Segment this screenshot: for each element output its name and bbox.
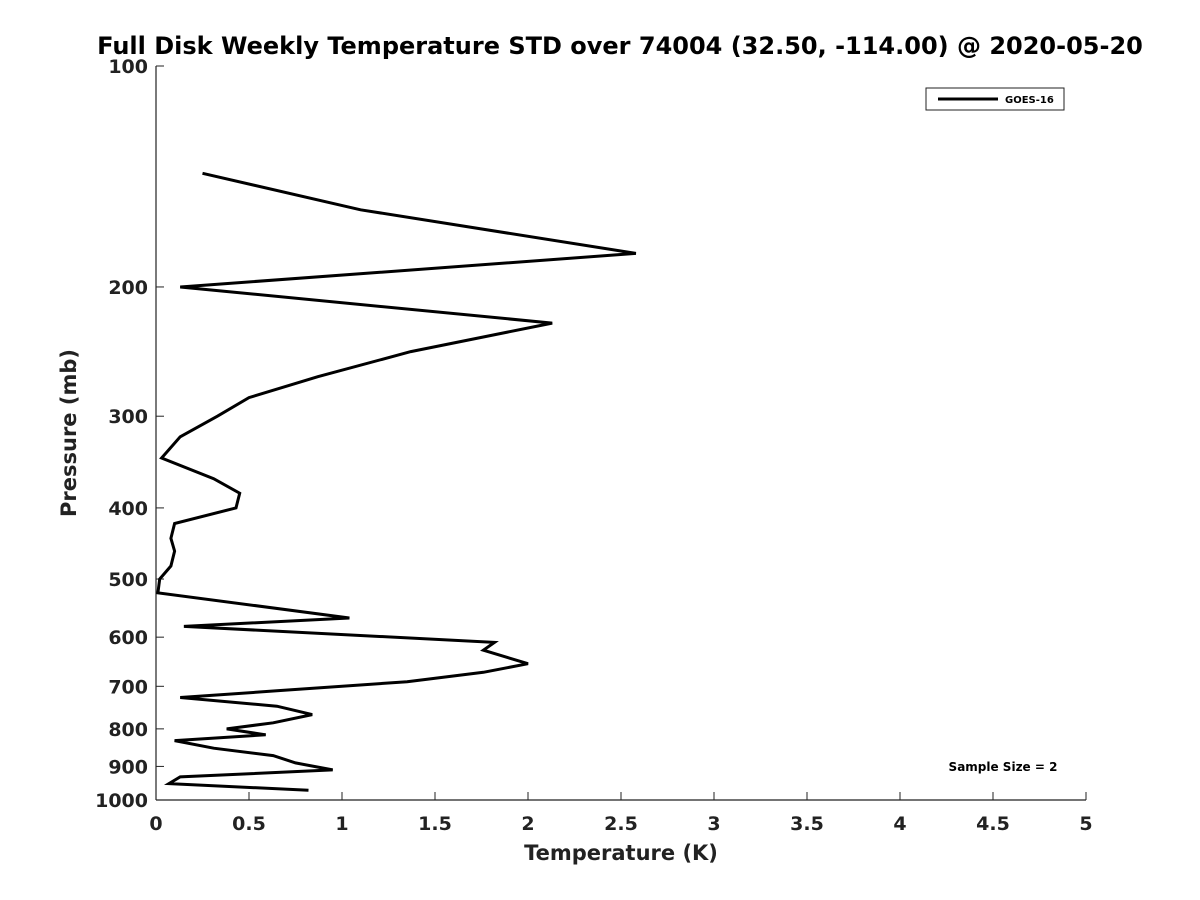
y-tick-label: 300 — [108, 406, 148, 428]
chart-title: Full Disk Weekly Temperature STD over 74… — [97, 32, 1143, 60]
series-line-goes16 — [156, 171, 637, 792]
x-tick-label: 2.5 — [604, 813, 638, 835]
y-tick-label: 100 — [108, 56, 148, 78]
x-tick-label: 3.5 — [790, 813, 824, 835]
x-tick-label: 0.5 — [232, 813, 266, 835]
x-ticks: 0 0.5 1 1.5 2 2.5 3 3.5 4 4.5 5 — [149, 792, 1093, 835]
y-tick-label: 200 — [108, 277, 148, 299]
y-ticks: 100 200 300 400 500 600 700 800 900 1000 — [95, 56, 164, 812]
x-tick-label: 3 — [707, 813, 720, 835]
y-tick-label: 900 — [108, 756, 148, 778]
sample-size-annotation: Sample Size = 2 — [949, 760, 1058, 774]
legend: GOES-16 — [925, 87, 1065, 111]
x-tick-label: 5 — [1079, 813, 1092, 835]
x-axis: 0 0.5 1 1.5 2 2.5 3 3.5 4 4.5 5 — [149, 792, 1093, 835]
x-tick-label: 0 — [149, 813, 162, 835]
x-tick-label: 4 — [893, 813, 906, 835]
x-tick-label: 1.5 — [418, 813, 452, 835]
y-tick-label: 1000 — [95, 790, 148, 812]
x-tick-label: 4.5 — [976, 813, 1010, 835]
y-tick-label: 400 — [108, 498, 148, 520]
x-tick-label: 2 — [521, 813, 534, 835]
x-tick-label: 1 — [335, 813, 348, 835]
x-axis-label: Temperature (K) — [524, 841, 718, 865]
y-tick-label: 800 — [108, 719, 148, 741]
legend-entry-goes16: GOES-16 — [1005, 95, 1054, 106]
y-tick-label: 500 — [108, 569, 148, 591]
series-group — [156, 171, 637, 792]
y-tick-label: 700 — [108, 676, 148, 698]
y-axis-label: Pressure (mb) — [57, 349, 81, 517]
y-tick-label: 600 — [108, 627, 148, 649]
y-axis: 100 200 300 400 500 600 700 800 900 1000 — [95, 56, 164, 812]
